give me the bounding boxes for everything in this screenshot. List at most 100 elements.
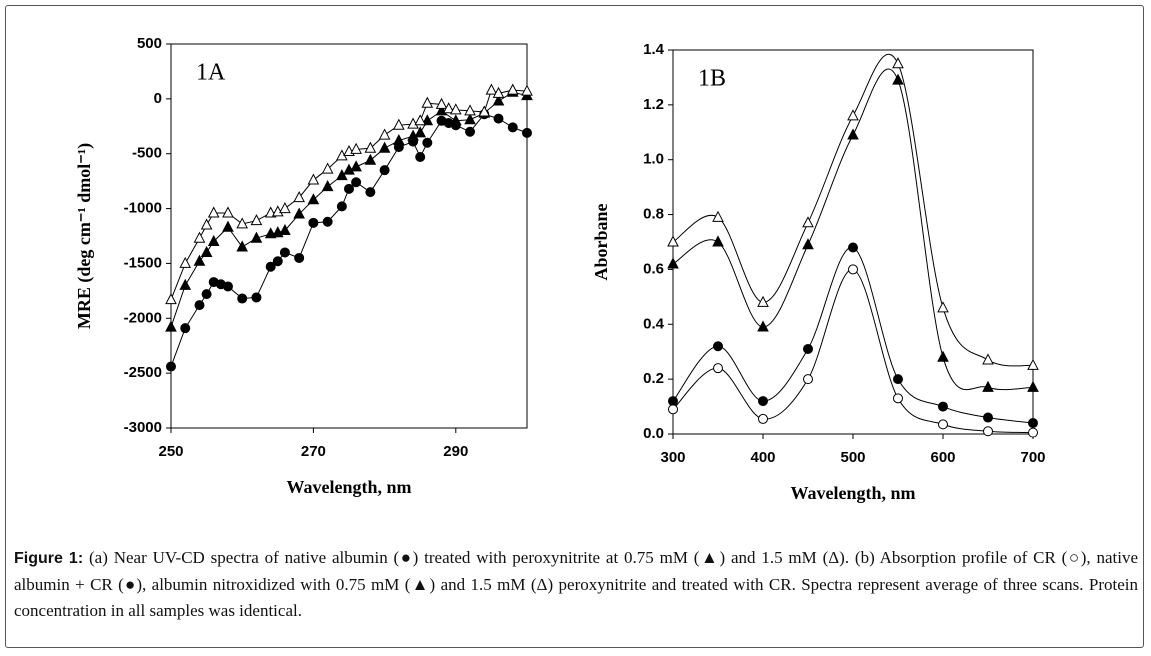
data-point	[365, 187, 376, 198]
series-line	[672, 268, 1034, 434]
data-point	[449, 103, 462, 115]
y-tick-label: -1500	[124, 254, 162, 271]
data-point	[757, 295, 769, 307]
data-point	[982, 380, 994, 392]
y-tick-label: 0.8	[643, 206, 664, 223]
data-point	[757, 320, 769, 332]
data-point	[983, 426, 993, 437]
data-point	[222, 281, 233, 292]
data-point	[207, 234, 220, 246]
data-point	[521, 84, 533, 96]
data-point	[492, 86, 505, 98]
data-point	[193, 254, 206, 266]
data-point	[478, 105, 491, 117]
data-point	[200, 218, 213, 230]
y-tick-label: 0	[154, 90, 162, 107]
data-point	[279, 201, 291, 214]
y-tick-label: 1.4	[643, 41, 665, 58]
series-line	[672, 68, 1034, 391]
data-point	[668, 404, 678, 415]
data-point	[272, 256, 283, 267]
data-point	[937, 301, 949, 313]
data-point	[294, 252, 305, 263]
data-point	[667, 257, 679, 269]
data-point	[713, 341, 723, 352]
data-point	[803, 343, 813, 354]
y-axis-title: MRE (deg cm⁻¹ dmol⁻¹)	[74, 143, 95, 329]
data-point	[464, 104, 476, 116]
data-point	[336, 169, 348, 181]
x-tick-label: 700	[1020, 449, 1045, 466]
data-point	[293, 191, 305, 203]
data-point	[279, 223, 291, 236]
data-point	[492, 94, 505, 106]
data-point	[892, 73, 904, 85]
plot-frame	[672, 49, 1034, 435]
data-point	[464, 113, 476, 125]
data-point	[236, 217, 249, 229]
x-tick-label: 600	[930, 449, 955, 466]
data-point	[1027, 380, 1039, 392]
x-axis-title: Wavelength, nm	[286, 477, 411, 497]
plot-frame	[170, 43, 528, 429]
data-point	[165, 320, 177, 332]
y-tick-label: -2000	[124, 309, 162, 326]
data-point	[848, 264, 858, 275]
data-point	[165, 293, 177, 305]
data-point	[758, 413, 768, 424]
data-point	[803, 374, 813, 385]
data-point	[485, 83, 498, 95]
data-point	[421, 96, 434, 108]
panel-label: 1A	[196, 60, 226, 86]
data-point	[422, 137, 433, 148]
data-point	[222, 220, 234, 232]
x-tick-label: 400	[750, 449, 775, 466]
data-point	[236, 240, 249, 252]
data-point	[344, 183, 354, 194]
data-point	[201, 289, 212, 300]
data-point	[982, 353, 994, 365]
data-point	[321, 162, 334, 174]
data-point	[414, 126, 427, 138]
data-point	[493, 113, 504, 124]
x-axis-title: Wavelength, nm	[790, 483, 915, 503]
data-point	[713, 363, 723, 374]
y-tick-label: -2500	[124, 364, 162, 381]
y-tick-label: 0.0	[643, 425, 664, 442]
data-point	[307, 173, 320, 185]
data-point	[193, 231, 206, 243]
data-point	[983, 412, 993, 423]
y-tick-label: 0.4	[643, 315, 665, 332]
x-tick-label: 270	[301, 443, 326, 460]
data-point	[307, 193, 320, 205]
data-point	[435, 97, 448, 109]
data-point	[802, 238, 814, 250]
data-point	[507, 122, 518, 133]
data-point	[712, 235, 724, 247]
data-point	[237, 293, 248, 304]
data-point	[414, 114, 427, 126]
data-point	[279, 247, 290, 258]
data-point	[293, 207, 305, 219]
data-point	[180, 323, 191, 334]
data-point	[393, 118, 405, 130]
y-tick-label: 0.2	[643, 370, 664, 387]
data-point	[1028, 427, 1038, 438]
data-point	[250, 214, 263, 226]
data-point	[378, 141, 391, 153]
y-tick-label: 500	[137, 35, 162, 52]
data-point	[322, 216, 333, 227]
data-point	[250, 231, 263, 243]
data-point	[350, 142, 362, 154]
caption: Figure 1: (a) Near UV-CD spectra of nati…	[14, 545, 1138, 624]
series-line	[672, 54, 1034, 367]
y-tick-label: 1.0	[643, 151, 664, 168]
data-point	[442, 102, 455, 114]
y-tick-label: 0.6	[643, 260, 664, 277]
y-tick-label: -3000	[124, 419, 162, 436]
data-point	[308, 217, 319, 228]
caption-text: (a) Near UV-CD spectra of native albumin…	[14, 548, 1139, 620]
y-tick-label: -1000	[124, 200, 162, 217]
data-point	[893, 393, 903, 404]
